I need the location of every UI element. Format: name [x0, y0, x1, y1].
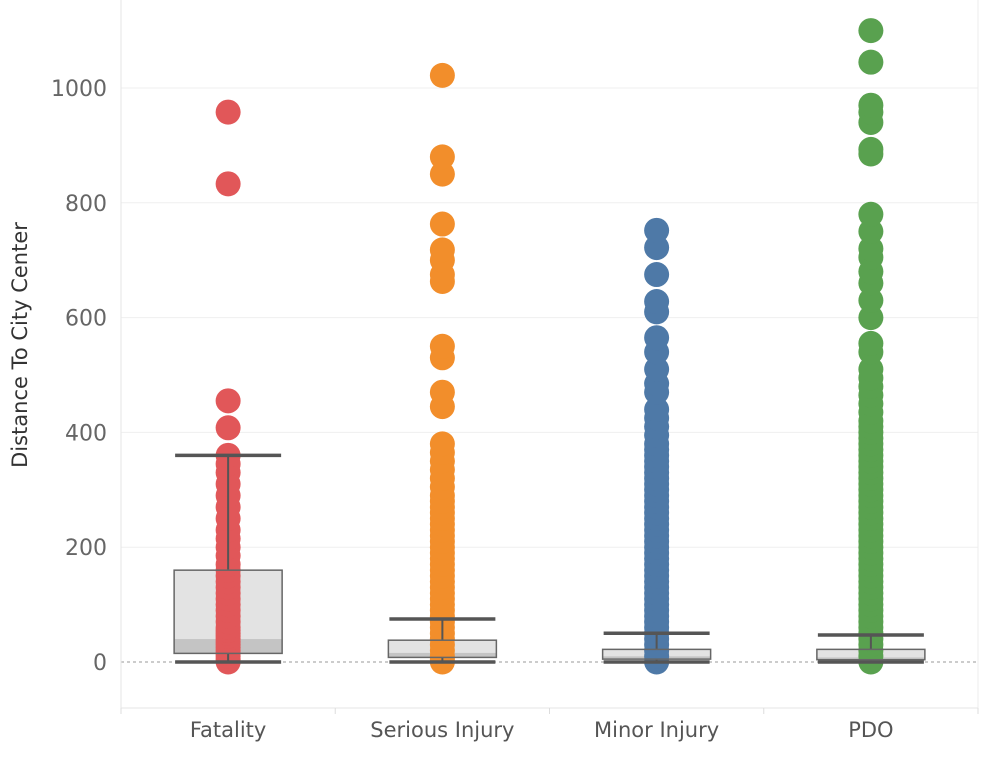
y-tick-label: 200 — [65, 536, 107, 561]
data-point — [644, 262, 670, 288]
data-point — [644, 325, 670, 351]
x-category-label: Fatality — [190, 718, 266, 742]
y-axis-title: Distance To City Center — [8, 222, 32, 468]
data-point — [429, 333, 455, 359]
data-point — [858, 356, 884, 382]
data-point — [215, 171, 241, 197]
data-point — [429, 211, 455, 237]
points — [215, 18, 884, 675]
data-point — [858, 201, 884, 227]
data-point — [858, 92, 884, 118]
data-point — [215, 415, 241, 441]
data-point — [858, 287, 884, 313]
box-outline — [173, 569, 283, 655]
data-point — [215, 99, 241, 125]
box-outline — [387, 639, 498, 659]
y-tick-labels: 0 200 400 600 800 1000 — [51, 77, 107, 676]
y-tick-label: 400 — [65, 421, 107, 446]
data-point — [429, 379, 455, 405]
box-outline — [601, 648, 712, 660]
y-tick-label: 600 — [65, 307, 107, 332]
plot-frame — [120, 0, 979, 714]
data-point — [858, 305, 884, 331]
x-category-label: PDO — [848, 718, 893, 742]
data-point — [644, 289, 670, 315]
data-point — [644, 235, 670, 261]
data-point — [644, 356, 670, 382]
x-category-label: Minor Injury — [594, 718, 719, 742]
data-point — [429, 144, 455, 170]
y-tick-label: 1000 — [51, 77, 107, 102]
boxes — [174, 570, 925, 660]
data-point — [215, 388, 241, 414]
data-point — [644, 396, 670, 422]
data-point — [429, 161, 455, 187]
y-tick-label: 800 — [65, 192, 107, 217]
data-point — [429, 62, 455, 88]
whiskers — [173, 453, 926, 664]
data-point — [429, 431, 455, 457]
data-point — [858, 18, 884, 44]
data-point — [858, 219, 884, 244]
x-category-labels: Fatality Serious Injury Minor Injury PDO — [190, 718, 894, 742]
box-outline — [816, 648, 926, 661]
data-point — [644, 217, 670, 243]
data-point — [858, 236, 884, 262]
x-category-label: Serious Injury — [370, 718, 514, 742]
data-point — [858, 330, 884, 356]
data-point — [858, 136, 884, 162]
data-point — [429, 237, 455, 263]
y-tick-label: 0 — [93, 651, 107, 676]
data-point — [858, 49, 884, 75]
